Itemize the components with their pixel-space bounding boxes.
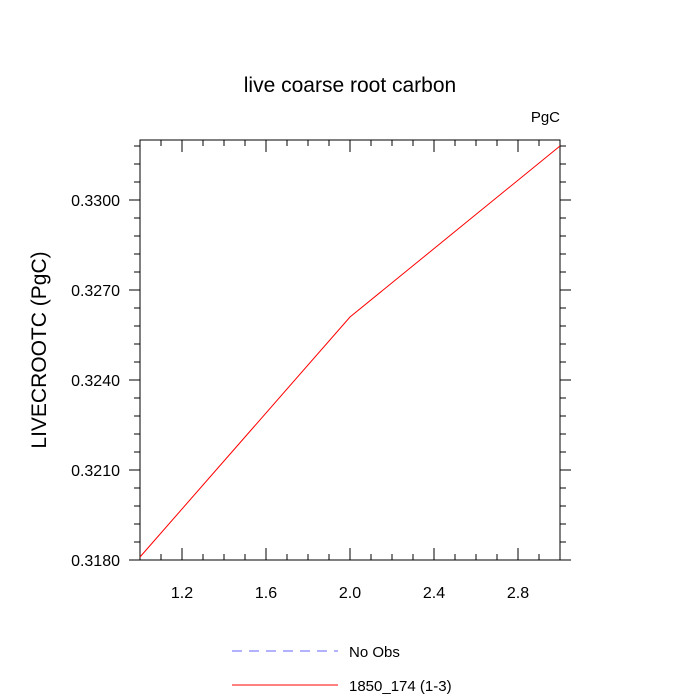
x-tick-label: 2.4 [423,585,445,602]
x-tick-label: 1.6 [255,585,277,602]
y-tick-label: 0.3210 [71,463,120,480]
series-layer [139,145,561,558]
legend: No Obs 1850_174 (1-3) [232,644,452,695]
units-label: PgC [531,109,560,126]
y-tick-label: 0.3270 [71,283,120,300]
legend-label: No Obs [349,644,400,661]
plot-frame [139,139,561,561]
y-tick-label: 0.3180 [71,553,120,570]
y-tick-label: 0.3300 [71,193,120,210]
axis-ticks: 1.2 1.6 2.0 2.4 2.8 0.3180 0.3210 0.3240 0.3270 0… [71,140,571,602]
x-tick-label: 2.0 [339,585,361,602]
y-tick-label: 0.3240 [71,373,120,390]
x-tick-label: 2.8 [507,585,529,602]
series-line [139,145,561,558]
chart-title: live coarse root carbon [244,74,456,97]
y-axis-label: LIVECROOTC (PgC) [28,251,51,448]
legend-label: 1850_174 (1-3) [349,678,452,695]
x-tick-label: 1.2 [171,585,193,602]
